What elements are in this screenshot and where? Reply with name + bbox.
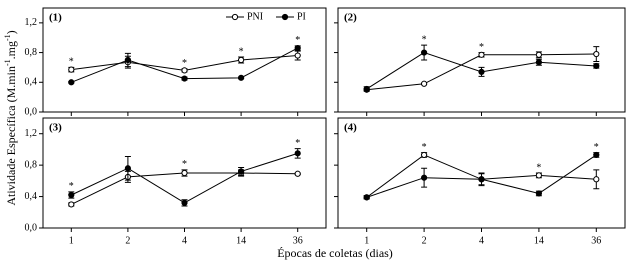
panel-label: (2) [344, 12, 357, 24]
marker [478, 51, 485, 58]
significance-label: * [479, 42, 484, 53]
marker [181, 67, 188, 74]
label-part: Atividade Específica (M.min [4, 66, 18, 206]
y-tick-label: 0,0 [25, 106, 38, 117]
y-tick-label: 0,4 [25, 191, 38, 202]
marker [363, 194, 370, 201]
marker [68, 201, 75, 208]
marker [593, 151, 600, 159]
marker [294, 45, 301, 52]
marker [181, 169, 188, 177]
y-tick-label: 1,2 [25, 17, 38, 28]
y-tick-label: 0,0 [25, 222, 38, 233]
label-part: ) [4, 30, 18, 34]
marker [421, 49, 428, 56]
x-tick-label: 1 [364, 235, 369, 246]
x-tick-label: 14 [534, 235, 544, 246]
marker [238, 56, 245, 64]
marker [68, 79, 75, 86]
panel-label: (1) [49, 12, 62, 24]
legend-label: PI [297, 11, 306, 22]
significance-label: * [594, 142, 599, 153]
marker [535, 59, 543, 66]
panel-label: (3) [49, 122, 62, 134]
marker [593, 176, 600, 183]
legend-label: PNI [247, 11, 263, 22]
x-tick-label: 14 [236, 235, 246, 246]
x-tick-label: 2 [125, 235, 130, 246]
y-tick-label: 0,8 [25, 159, 38, 170]
marker [478, 176, 485, 183]
marker [294, 52, 301, 59]
marker [478, 68, 485, 75]
significance-label: * [536, 162, 541, 173]
legend-marker [281, 13, 289, 21]
marker [68, 191, 75, 199]
marker [421, 151, 428, 159]
marker [535, 172, 543, 179]
significance-label: * [182, 159, 187, 170]
marker [124, 165, 132, 172]
marker [421, 174, 428, 181]
significance-label: * [295, 35, 300, 46]
marker [294, 150, 301, 157]
label-part: .mg [4, 41, 18, 59]
marker [593, 50, 600, 58]
x-tick-label: 4 [479, 235, 484, 246]
significance-label: * [69, 181, 74, 192]
marker [181, 75, 188, 82]
y-tick-label: 0,8 [25, 47, 38, 58]
significance-label: * [182, 58, 187, 69]
y-tick-label: 1,2 [25, 128, 38, 139]
marker [593, 62, 600, 70]
marker [294, 170, 301, 177]
marker [68, 66, 75, 73]
plot-frame [337, 7, 626, 113]
superscript: -1 [3, 34, 12, 41]
marker [181, 199, 188, 206]
x-tick-label: 1 [69, 235, 74, 246]
y-axis-label: Atividade Específica (M.min-1.mg-1) [3, 30, 18, 205]
marker [238, 74, 245, 81]
marker [363, 85, 370, 93]
marker [238, 168, 245, 175]
marker [421, 80, 428, 87]
x-axis-label: Épocas de coletas (dias) [277, 246, 393, 260]
marker [124, 56, 132, 64]
y-tick-label: 0,4 [25, 77, 38, 88]
panel-label: (4) [344, 122, 357, 134]
superscript: -1 [3, 59, 12, 66]
x-tick-label: 36 [293, 235, 303, 246]
significance-label: * [69, 57, 74, 68]
marker [535, 51, 543, 58]
significance-label: * [422, 34, 427, 45]
significance-label: * [422, 142, 427, 153]
marker [535, 190, 543, 197]
significance-label: * [239, 46, 244, 57]
significance-label: * [295, 138, 300, 149]
x-tick-label: 2 [422, 235, 427, 246]
x-tick-label: 36 [591, 235, 601, 246]
legend-marker [231, 13, 239, 21]
x-tick-label: 4 [182, 235, 187, 246]
